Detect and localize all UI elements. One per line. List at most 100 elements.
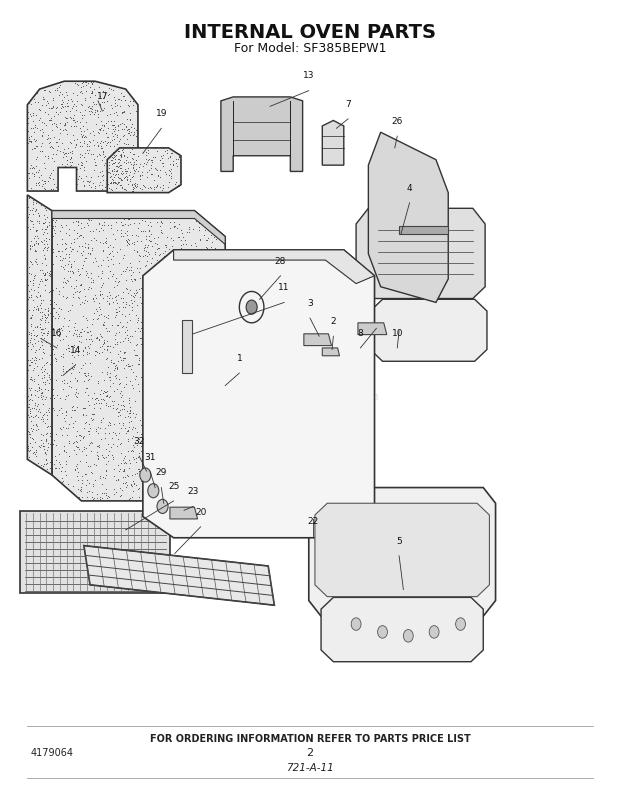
Point [146,346,156,359]
Point [219,389,229,402]
Point [117,165,126,178]
Point [149,141,159,154]
Point [82,321,92,333]
Point [122,405,132,418]
Point [111,160,121,172]
Point [59,263,69,276]
Point [156,397,166,410]
Point [187,390,197,403]
Point [195,386,205,398]
Point [130,325,140,337]
Point [60,243,70,255]
Point [141,153,151,166]
Point [151,281,161,294]
Point [96,258,106,271]
Point [51,213,61,226]
Point [157,362,167,374]
Point [81,116,91,129]
Point [24,134,34,147]
Point [206,229,216,242]
Point [138,360,148,373]
Point [182,312,192,325]
Point [155,273,165,286]
Point [51,354,61,367]
Point [191,215,201,228]
Point [48,220,58,232]
Point [160,304,170,317]
Point [56,238,66,250]
Point [103,311,113,324]
Point [179,387,189,400]
Point [143,171,153,183]
Point [40,258,50,271]
Point [123,213,133,225]
Point [112,160,122,173]
Point [156,363,166,376]
Point [53,173,63,186]
Point [35,275,45,288]
Point [129,441,139,453]
Point [136,475,146,487]
Point [117,321,126,333]
Point [172,362,182,374]
Point [128,450,138,463]
Point [172,303,182,316]
Point [120,456,130,468]
Point [201,449,211,461]
Point [87,274,97,287]
Point [219,273,229,285]
Point [37,223,47,235]
Point [131,495,141,507]
Point [31,419,41,431]
Point [87,413,97,426]
Point [84,438,94,451]
Point [109,357,119,370]
Point [26,267,36,280]
Point [99,159,109,171]
Point [35,145,45,158]
Point [206,422,216,434]
Point [172,410,182,423]
Point [214,468,224,480]
Point [57,374,67,387]
Point [28,411,38,423]
Point [192,431,202,443]
Point [39,209,49,222]
Point [28,198,38,210]
Point [203,375,213,388]
Point [108,451,118,464]
Point [209,310,219,323]
Point [121,167,131,179]
Point [99,145,108,157]
Point [24,393,34,406]
Point [31,166,41,179]
Point [215,359,224,372]
Point [36,314,46,327]
Point [40,303,50,316]
Point [182,408,192,421]
Point [165,255,175,268]
Point [83,241,93,254]
Point [175,352,185,365]
Point [197,480,207,493]
Point [42,221,52,234]
Point [145,267,155,280]
Point [55,392,65,404]
Point [50,227,60,239]
Point [91,303,101,316]
Point [172,152,182,165]
Point [123,228,133,241]
Point [195,450,205,462]
Point [43,152,53,164]
Point [84,100,94,112]
Point [186,243,196,255]
Point [100,208,110,220]
Point [123,432,133,445]
Point [156,248,166,261]
Point [189,318,199,331]
Point [158,179,168,191]
Point [180,420,190,433]
Point [94,397,104,409]
Point [33,368,43,381]
Point [204,254,214,267]
